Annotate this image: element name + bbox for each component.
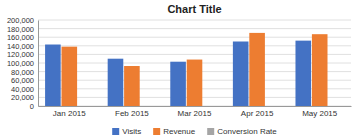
grid-line (38, 28, 351, 29)
bar (203, 106, 219, 107)
y-tick-label: 140,000 (7, 42, 34, 51)
bar-series (45, 41, 311, 106)
y-tick-label: 80,000 (11, 68, 34, 77)
y-tick-label: 60,000 (11, 76, 34, 85)
y-tick: 120,000 (7, 50, 38, 59)
y-axis: 020,00040,00060,00080,000100,000120,0001… (7, 16, 39, 111)
legend-item: Visits (112, 127, 141, 136)
y-tick-label: 20,000 (11, 93, 34, 102)
grid-line (38, 20, 351, 21)
x-tick: May 2015 (302, 109, 338, 118)
y-tick-label: 200,000 (7, 16, 34, 25)
y-tick: 40,000 (11, 85, 38, 94)
bar (108, 59, 124, 106)
legend-swatch (153, 128, 160, 135)
y-axis-line (38, 21, 39, 107)
y-tick-label: 0 (30, 102, 34, 111)
x-tick-label: Apr 2015 (241, 109, 274, 118)
title: Chart Title (167, 3, 221, 15)
x-tick-label: Jan 2015 (53, 109, 86, 118)
x-tick: Apr 2015 (241, 109, 274, 118)
bar (78, 106, 94, 107)
y-tick: 140,000 (7, 42, 38, 51)
bar (62, 47, 78, 106)
y-tick-label: 160,000 (7, 33, 34, 42)
bar (312, 34, 328, 106)
bar (187, 60, 203, 106)
y-tick-label: 180,000 (7, 25, 34, 34)
y-tick: 80,000 (11, 68, 38, 77)
x-tick-label: May 2015 (302, 109, 338, 118)
y-tick: 60,000 (11, 76, 38, 85)
grid-line (38, 37, 351, 38)
y-tick-label: 40,000 (11, 85, 34, 94)
bar (124, 66, 140, 106)
x-tick: Jan 2015 (53, 109, 86, 118)
legend-item: Conversion Rate (207, 127, 277, 136)
bar (233, 42, 249, 107)
legend-swatch (112, 128, 119, 135)
chart: 020,00040,00060,00080,000100,000120,0001… (0, 0, 359, 140)
y-tick: 0 (30, 102, 38, 111)
y-tick: 100,000 (7, 59, 38, 68)
plot-area: 020,00040,00060,00080,000100,000120,0001… (7, 16, 352, 118)
x-tick: Feb 2015 (115, 109, 149, 118)
y-tick-label: 120,000 (7, 50, 34, 59)
legend-item: Revenue (153, 127, 196, 136)
x-axis-line (39, 106, 352, 107)
bar (170, 62, 186, 106)
bar (141, 106, 157, 107)
y-tick: 180,000 (7, 25, 38, 34)
y-tick: 20,000 (11, 93, 38, 102)
y-tick: 160,000 (7, 33, 38, 42)
legend: Visits Revenue Conversion Rate (112, 127, 277, 136)
bar (266, 106, 282, 107)
legend-swatch (207, 128, 214, 135)
legend-label: Visits (122, 127, 141, 136)
bars (45, 33, 327, 106)
x-tick-label: Feb 2015 (115, 109, 149, 118)
bar (295, 41, 311, 106)
bar-series (62, 33, 328, 106)
bar (45, 45, 61, 106)
bar (249, 33, 265, 106)
x-tick: Mar 2015 (178, 109, 212, 118)
legend-label: Conversion Rate (217, 127, 277, 136)
y-tick: 200,000 (7, 16, 38, 25)
bar (328, 106, 344, 107)
y-tick-label: 100,000 (7, 59, 34, 68)
legend-label: Revenue (163, 127, 196, 136)
grid (38, 20, 351, 106)
x-axis: Jan 2015 Feb 2015 Mar 2015 Apr 2015 May 2015 (39, 107, 352, 118)
x-tick-label: Mar 2015 (178, 109, 212, 118)
